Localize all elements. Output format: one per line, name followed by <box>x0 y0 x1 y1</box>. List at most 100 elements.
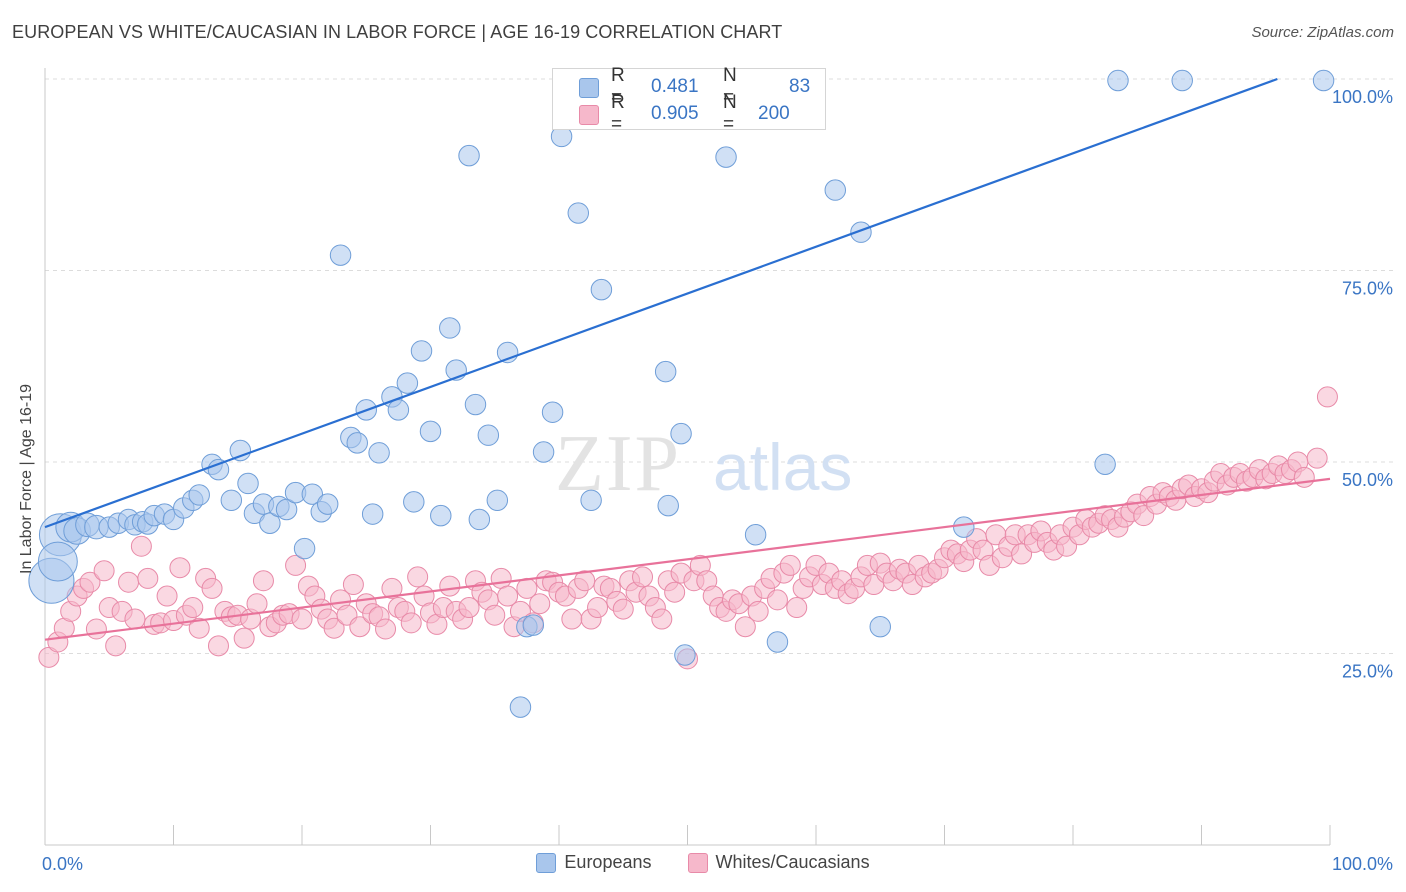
point-whites-caucasians <box>529 593 551 615</box>
point-europeans <box>275 498 298 521</box>
point-whites-caucasians <box>188 617 210 639</box>
n-label: N = <box>723 65 737 108</box>
point-whites-caucasians <box>612 598 634 620</box>
point-whites-caucasians <box>207 635 229 657</box>
point-europeans <box>237 472 259 495</box>
point-europeans <box>477 424 500 446</box>
point-europeans <box>509 696 532 718</box>
point-europeans <box>541 401 564 423</box>
point-whites-caucasians <box>651 608 673 630</box>
point-europeans <box>220 489 243 512</box>
point-whites-caucasians <box>779 554 801 576</box>
point-europeans <box>346 432 368 454</box>
point-whites-caucasians <box>285 554 307 576</box>
point-whites-caucasians <box>407 566 429 588</box>
axes <box>44 68 1331 846</box>
point-whites-caucasians <box>734 616 756 638</box>
point-whites-caucasians <box>85 618 107 640</box>
trend-line-whites-caucasians <box>44 477 1331 641</box>
point-europeans <box>1171 69 1193 92</box>
y-tick-label: 100.0% <box>1332 87 1393 107</box>
series-europeans <box>28 69 1335 718</box>
point-europeans <box>229 439 252 462</box>
point-europeans <box>316 493 339 515</box>
source-label: Source: ZipAtlas.com <box>1251 24 1394 41</box>
point-whites-caucasians <box>1306 447 1328 469</box>
point-europeans <box>361 503 384 525</box>
point-europeans <box>468 508 491 531</box>
point-europeans <box>259 512 281 535</box>
point-europeans <box>654 360 677 383</box>
point-europeans <box>464 393 487 416</box>
point-whites-caucasians <box>291 608 313 630</box>
n-value: 200 <box>758 103 790 124</box>
point-europeans <box>657 494 679 517</box>
point-whites-caucasians <box>93 560 115 582</box>
point-whites-caucasians <box>375 618 397 640</box>
point-whites-caucasians <box>1316 386 1338 408</box>
point-europeans <box>486 489 509 512</box>
x-tick-label: 100.0% <box>1332 854 1393 874</box>
point-whites-caucasians <box>79 571 101 593</box>
point-whites-caucasians <box>182 597 204 619</box>
stats-swatch-europeans <box>579 78 599 98</box>
r-label: R = <box>611 65 625 108</box>
r-value: 0.481 <box>651 76 699 97</box>
point-europeans <box>439 317 461 339</box>
point-whites-caucasians <box>381 577 403 599</box>
point-whites-caucasians <box>561 608 583 630</box>
point-europeans <box>580 489 602 512</box>
point-whites-caucasians <box>233 627 255 649</box>
point-whites-caucasians <box>497 585 519 607</box>
point-whites-caucasians <box>484 604 506 626</box>
point-whites-caucasians <box>786 597 808 619</box>
point-europeans <box>293 537 316 560</box>
point-whites-caucasians <box>1293 466 1315 488</box>
point-europeans <box>567 202 590 224</box>
chart-title: EUROPEAN VS WHITE/CAUCASIAN IN LABOR FOR… <box>12 22 783 42</box>
point-whites-caucasians <box>349 616 371 638</box>
point-whites-caucasians <box>156 585 178 607</box>
point-whites-caucasians <box>458 597 480 619</box>
stats-swatch-whites <box>579 105 599 125</box>
legend: Europeans Whites/Caucasians <box>0 852 1406 873</box>
point-whites-caucasians <box>105 635 127 657</box>
tick-labels: 25.0% 50.0% 75.0% 100.0% 0.0% 100.0% <box>42 87 1393 874</box>
y-tick-label: 25.0% <box>1342 662 1393 682</box>
point-europeans <box>410 340 433 362</box>
point-whites-caucasians <box>201 577 223 599</box>
watermark-zip: ZIP <box>555 420 681 508</box>
point-whites-caucasians <box>766 589 788 611</box>
point-europeans <box>368 442 390 464</box>
legend-label: Europeans <box>564 852 652 872</box>
legend-swatch-europeans <box>536 852 557 873</box>
y-tick-label: 75.0% <box>1342 279 1393 299</box>
point-whites-caucasians <box>747 600 769 622</box>
point-europeans <box>207 458 230 481</box>
point-europeans <box>1107 69 1129 92</box>
r-label: R = <box>611 92 625 135</box>
point-europeans <box>522 614 545 636</box>
point-europeans <box>670 422 692 445</box>
point-europeans <box>590 278 613 301</box>
point-europeans <box>329 244 352 266</box>
x-tick-label: 0.0% <box>42 854 83 874</box>
point-europeans <box>403 491 425 513</box>
point-whites-caucasians <box>490 567 512 589</box>
point-europeans <box>1312 69 1335 92</box>
point-europeans <box>850 221 872 243</box>
point-europeans <box>532 441 555 463</box>
point-europeans <box>715 146 737 168</box>
legend-label: Whites/Caucasians <box>715 852 870 872</box>
legend-item-europeans[interactable]: Europeans <box>536 852 652 873</box>
trend-line-europeans <box>44 77 1278 529</box>
point-europeans <box>869 615 891 638</box>
legend-item-whites[interactable]: Whites/Caucasians <box>687 852 870 873</box>
watermark: ZIP atlas <box>555 420 852 508</box>
point-whites-caucasians <box>574 570 596 592</box>
trend-lines <box>44 77 1331 641</box>
point-europeans <box>744 524 767 546</box>
point-europeans <box>430 504 452 527</box>
point-europeans <box>458 144 480 167</box>
